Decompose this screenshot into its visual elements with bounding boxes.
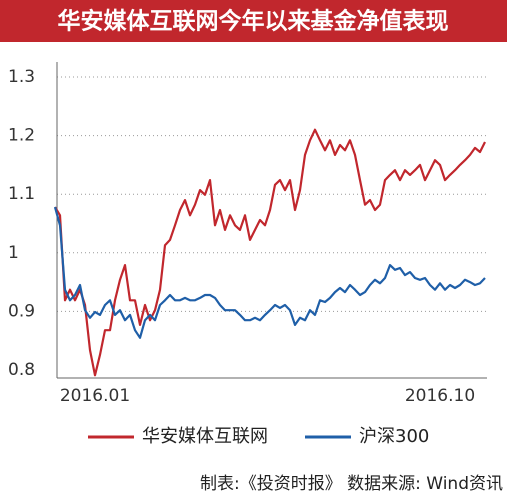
series-line [53, 206, 486, 339]
y-tick-label: 1.2 [8, 126, 35, 146]
y-tick-label: 1.3 [8, 67, 35, 87]
title-banner [0, 0, 507, 42]
y-tick-label: 1.1 [8, 184, 35, 204]
series-line [54, 128, 486, 377]
y-tick-label: 0.8 [8, 360, 35, 380]
legend-label: 华安媒体互联网 [142, 426, 268, 447]
source-note: 制表:《投资时报》 数据来源: Wind资讯 [200, 474, 503, 494]
x-tick-label: 2016.10 [405, 386, 475, 406]
chart-title: 华安媒体互联网今年以来基金净值表现 [58, 8, 449, 35]
legend-label: 沪深300 [359, 426, 429, 447]
y-tick-label: 0.9 [8, 301, 35, 321]
y-tick-label: 1 [8, 243, 19, 263]
x-tick-label: 2016.01 [60, 386, 130, 406]
